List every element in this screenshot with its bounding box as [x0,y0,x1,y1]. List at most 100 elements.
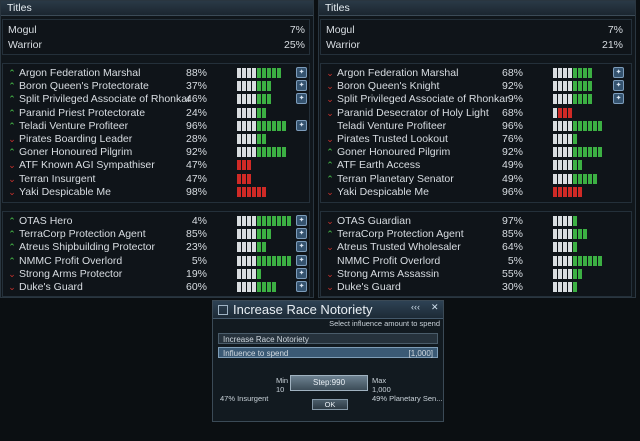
rank-segment [257,68,261,78]
title-name: TerraCorp Protection Agent [337,228,464,241]
race-emblem-icon[interactable]: ✦ [613,67,624,78]
title-name: ATF Earth Access [337,159,421,172]
title-row[interactable]: ⌃ Goner Honoured Pilgrim 92% [3,146,309,158]
rank-segment [272,120,276,131]
title-row[interactable]: ⌄ Duke's Guard 30% [321,281,631,293]
title-row[interactable]: ⌃ Boron Queen's Protectorate 37% ✦ [3,80,309,92]
rank-segment [262,120,266,131]
arrow-down-icon: ⌄ [326,268,334,279]
right-generic-titles: Mogul 7% Warrior 21% [320,19,632,55]
rank-segment [242,173,246,184]
title-row[interactable]: ⌃ Atreus Shipbuilding Protector 23% ✦ [3,241,309,253]
rank-segment [272,255,276,266]
title-row[interactable]: ⌄ Strong Arms Protector 19% ✦ [3,267,309,280]
race-emblem-icon[interactable]: ✦ [296,67,307,78]
race-emblem-icon[interactable]: ✦ [613,80,624,92]
influence-slider[interactable]: Step:990 [290,375,368,391]
rank-segment [267,147,271,158]
rank-segment [242,160,246,171]
title-row[interactable]: ⌃ Teladi Venture Profiteer 96% ✦ [3,119,309,132]
rank-segment [558,268,562,279]
race-emblem-icon[interactable]: ✦ [613,93,624,105]
right-race-titles: ⌄ Argon Federation Marshal 68% ✦ ⌄ Boron Quee… [320,63,632,203]
left-info: 47% Insurgent [220,394,269,403]
ok-button[interactable]: OK [312,399,348,410]
rank-segment [247,120,251,131]
title-row[interactable]: ⌄ OTAS Guardian 97% [321,215,631,227]
rank-segment [578,268,582,279]
rank-segment [568,147,572,158]
rank-segment [558,120,562,131]
race-emblem-icon[interactable]: ✦ [296,228,307,240]
rank-segment [553,186,557,197]
rank-segment [257,282,261,292]
arrow-up-icon: ⌃ [8,68,16,78]
back-button[interactable]: ‹‹‹ [411,302,420,312]
race-emblem-icon[interactable]: ✦ [296,80,307,92]
race-emblem-icon[interactable]: ✦ [296,119,307,131]
title-row[interactable]: ⌃ Terran Planetary Senator 49% [321,173,631,185]
rank-segment [277,68,281,78]
rank-segment [553,268,557,279]
title-percent: 55% [501,267,523,280]
rank-segment [242,242,246,253]
rank-bar [553,81,592,92]
title-name: Terran Insurgent [19,172,96,185]
title-row[interactable]: ⌄ Strong Arms Assassin 55% [321,268,631,280]
rank-segment [242,268,246,279]
title-name: Goner Honoured Pilgrim [337,146,451,159]
title-row[interactable]: NMMC Profit Overlord 5% [321,255,631,267]
rank-bar [553,134,577,144]
title-row[interactable]: ⌄ Duke's Guard 60% ✦ [3,281,309,293]
rank-segment [242,282,246,292]
title-row[interactable]: ⌃ Argon Federation Marshal 88% ✦ [3,67,309,79]
race-emblem-icon[interactable]: ✦ [296,241,307,253]
rank-segment [242,94,246,105]
title-row[interactable]: ⌃ TerraCorp Protection Agent 85% [321,228,631,240]
rank-bar [553,120,602,131]
rank-segment [252,81,256,92]
race-emblem-icon[interactable]: ✦ [296,254,307,266]
rank-segment [242,68,246,78]
arrow-down-icon: ⌄ [8,186,16,197]
title-row[interactable]: ⌃ TerraCorp Protection Agent 85% ✦ [3,228,309,240]
influence-field[interactable]: Influence to spend [1,000] [218,347,438,358]
title-row[interactable]: ⌄ Pirates Boarding Leader 28% [3,133,309,145]
arrow-up-icon: ⌃ [8,147,16,158]
title-row[interactable]: ⌄ Terran Insurgent 47% [3,173,309,185]
rank-segment [573,147,577,158]
title-row[interactable]: ⌃ ATF Earth Access 49% [321,159,631,171]
title-row[interactable]: ⌄ Argon Federation Marshal 68% ✦ [321,67,631,79]
title-row[interactable]: ⌃ NMMC Profit Overlord 5% ✦ [3,254,309,267]
rank-segment [578,173,582,184]
rank-segment [553,160,557,171]
title-row[interactable]: ⌄ Pirates Trusted Lookout 76% [321,133,631,145]
rank-segment [553,94,557,105]
close-button[interactable]: ✕ [431,302,439,312]
title-row[interactable]: ⌄ Yaki Despicable Me 96% [321,186,631,198]
title-row[interactable]: ⌄ Atreus Trusted Wholesaler 64% [321,241,631,253]
rank-bar [237,268,261,279]
race-emblem-icon[interactable]: ✦ [296,267,307,279]
rank-segment [237,186,241,197]
title-row[interactable]: Teladi Venture Profiteer 96% [321,120,631,132]
title-row[interactable]: ⌃ Paranid Priest Protectorate 24% [3,107,309,119]
rank-bar [237,282,276,292]
race-emblem-icon[interactable]: ✦ [296,281,307,292]
title-row[interactable]: ⌄ Paranid Desecrator of Holy Light 68% [321,107,631,119]
title-row[interactable]: ⌄ Boron Queen's Knight 92% ✦ [321,80,631,92]
title-row[interactable]: ⌃ Goner Honoured Pilgrim 92% [321,146,631,158]
title-row[interactable]: ⌄ Yaki Despicable Me 98% [3,186,309,198]
title-percent: 28% [185,133,207,145]
race-emblem-icon[interactable]: ✦ [296,215,307,226]
title-row[interactable]: ⌃ Split Privileged Associate of Rhonkar 46… [3,93,309,105]
rank-segment [573,229,577,240]
title-row[interactable]: ⌄ Split Privileged Associate of Rhonkar 9%… [321,93,631,105]
rank-segment [563,242,567,253]
rank-segment [558,229,562,240]
rank-bar [553,68,592,78]
notoriety-type-field[interactable]: Increase Race Notoriety [218,333,438,344]
race-emblem-icon[interactable]: ✦ [296,93,307,105]
title-row[interactable]: ⌃ OTAS Hero 4% ✦ [3,215,309,227]
title-row[interactable]: ⌄ ATF Known AGI Sympathiser 47% [3,159,309,171]
